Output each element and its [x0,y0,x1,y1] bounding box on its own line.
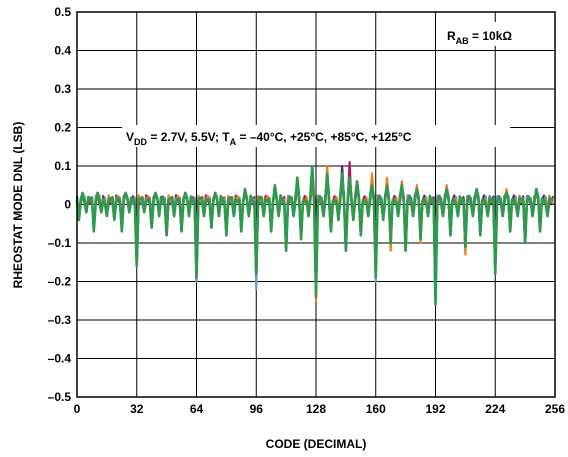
tick-labels: 0 32 64 96 128 160 192 224 2560.50.40.30.20.10–0… [48,5,566,416]
y-tick-label: –0.4 [48,352,72,366]
x-tick-label: 0 [74,402,81,416]
y-tick-label: 0.1 [54,159,71,173]
y-axis-label: RHEOSTAT MODE DNL (LSB) [11,122,25,289]
x-tick-label: 128 [306,402,326,416]
y-tick-label: 0.2 [54,121,71,135]
y-tick-label: 0.4 [54,44,71,58]
x-axis-label: CODE (DECIMAL) [266,437,367,451]
series-layer [75,161,555,306]
rab-annotation: RAB = 10kΩ [440,22,548,46]
rab-main: R [447,29,456,43]
x-tick-label: 32 [130,402,144,416]
y-tick-label: –0.3 [48,313,72,327]
y-tick-label: –0.2 [48,275,72,289]
rab-sub: AB [456,36,469,46]
svg-text:VDD = 2.7V, 5.5V; TA = –40°C,: VDD = 2.7V, 5.5V; TA = –40°C, +25°C, +85… [126,130,412,147]
rab-rest: = 10kΩ [469,29,513,43]
x-tick-label: 256 [545,402,565,416]
svg-text:RAB = 10kΩ: RAB = 10kΩ [447,29,512,46]
cond-p1-sub: DD [134,137,147,147]
cond-p3: = –40°C, +25°C, +85°C, +125°C [236,130,412,144]
x-tick-label: 192 [425,402,445,416]
y-tick-label: 0 [64,198,71,212]
cond-p1: V [126,130,134,144]
plot-frame [76,11,556,398]
cond-p2-sub: A [230,137,237,147]
x-tick-label: 160 [366,402,386,416]
conditions-annotation: VDD = 2.7V, 5.5V; TA = –40°C, +25°C, +85… [122,125,510,147]
x-tick-label: 64 [190,402,204,416]
cond-p2: = 2.7V, 5.5V; T [147,130,230,144]
series-5-line [75,164,554,306]
y-tick-label: –0.1 [48,236,72,250]
rab-annotation-bg [440,22,548,46]
conditions-annotation-bg [122,125,510,147]
x-tick-label: 96 [250,402,264,416]
y-tick-label: 0.3 [54,82,71,96]
y-tick-label: –0.5 [48,390,72,404]
y-tick-label: 0.5 [54,5,71,19]
x-tick-label: 224 [485,402,505,416]
